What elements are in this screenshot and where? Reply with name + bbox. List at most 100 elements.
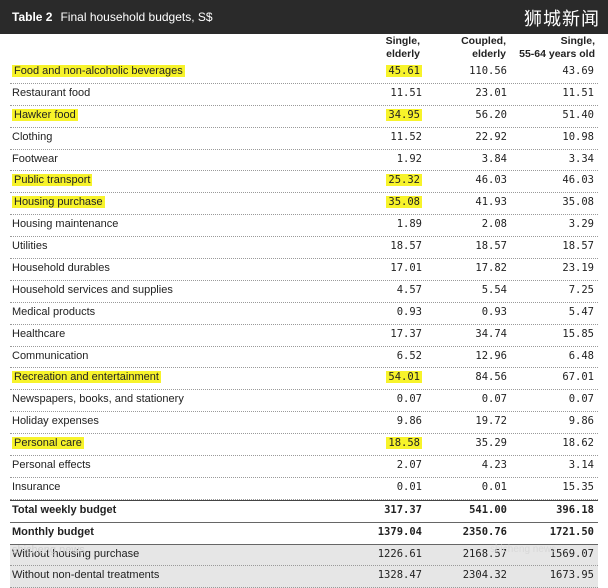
table-number: Table 2 [12,10,53,24]
value-coupled-elderly: 18.57 [475,240,507,253]
table-row: Newspapers, books, and stationery 0.07 0.0… [10,390,598,413]
row-label: Personal care [12,437,84,450]
total-label: Monthly budget [12,525,94,538]
footer-watermark: shicheng news [12,544,85,556]
total-label: Without non-dental treatments [12,569,160,582]
table-row: Household services and supplies 4.57 5.54 7… [10,281,598,303]
total-single-55-64: 1673.95 [549,569,594,582]
table-row: Insurance 0.01 0.01 15.35 [10,478,598,500]
value-single-55-64: 5.47 [568,305,594,318]
value-coupled-elderly: 17.82 [475,262,507,275]
value-single-55-64: 35.08 [562,196,594,209]
table-title-bar: Table 2 Final household budgets, S$ 狮城新闻 [0,0,608,34]
total-label: Total weekly budget [12,503,117,516]
table-row: Recreation and entertainment 54.01 84.56 67… [10,368,598,391]
value-single-elderly: 18.57 [390,240,422,253]
row-label: Housing maintenance [12,218,119,231]
total-row: Without non-dental treatments 1328.47 2304… [10,566,598,588]
value-single-elderly: 34.95 [386,108,422,121]
table-row: Household durables 17.01 17.82 23.19 [10,259,598,281]
value-single-elderly: 45.61 [386,65,422,77]
value-single-55-64: 23.19 [562,262,594,275]
value-coupled-elderly: 3.84 [481,152,507,165]
value-single-elderly: 2.07 [396,459,422,472]
total-coupled-elderly: 2350.76 [462,525,507,538]
table-row: Housing maintenance 1.89 2.08 3.29 [10,215,598,238]
row-label: Food and non-alcoholic beverages [12,65,185,77]
value-single-55-64: 3.34 [568,152,594,165]
row-label: Holiday expenses [12,415,99,428]
watermark-logo: 狮城新闻 [524,9,600,30]
table-row: Holiday expenses 9.86 19.72 9.86 [10,412,598,435]
value-coupled-elderly: 0.93 [481,305,507,318]
total-label: Without housing purchase [12,547,140,560]
value-coupled-elderly: 35.29 [475,437,507,450]
value-coupled-elderly: 19.72 [475,415,507,428]
value-single-55-64: 43.69 [562,65,594,77]
value-coupled-elderly: 0.01 [481,480,507,493]
table-row: Housing purchase 35.08 41.93 35.08 [10,193,598,216]
table-row: Public transport 25.32 46.03 46.03 [10,171,598,194]
value-single-elderly: 6.52 [396,349,422,362]
row-label: Restaurant food [12,86,91,99]
row-label: Housing purchase [12,196,105,209]
value-single-55-64: 11.51 [562,86,594,99]
table-row: Communication 6.52 12.96 6.48 [10,347,598,369]
value-single-elderly: 11.52 [390,130,422,143]
column-header-single-55-64: Single, 55-64 years old [519,35,595,60]
value-single-55-64: 46.03 [562,174,594,187]
value-single-55-64: 3.29 [568,218,594,231]
table-row: Healthcare 17.37 34.74 15.85 [10,325,598,347]
value-single-55-64: 15.85 [562,327,594,340]
total-row: Monthly budget 1379.04 2350.76 1721.50 [10,523,598,545]
total-single-55-64: 1569.07 [549,547,594,560]
column-header-single-elderly: Single, elderly [385,35,420,60]
value-coupled-elderly: 5.54 [481,283,507,296]
value-single-elderly: 0.01 [396,480,422,493]
budget-table: Food and non-alcoholic beverages 45.61 110… [10,62,598,588]
table-row: Clothing 11.52 22.92 10.98 [10,128,598,150]
value-single-elderly: 54.01 [386,371,422,384]
row-label: Healthcare [12,327,66,340]
value-single-55-64: 0.07 [568,393,594,406]
table-title: Final household budgets, S$ [60,10,213,24]
total-single-elderly: 1379.04 [377,525,422,538]
value-single-elderly: 0.07 [396,393,422,406]
value-single-55-64: 18.57 [562,240,594,253]
total-row: Total weekly budget 317.37 541.00 396.18 [10,499,598,523]
value-single-elderly: 4.57 [396,283,422,296]
value-single-55-64: 51.40 [562,108,594,121]
value-coupled-elderly: 12.96 [475,349,507,362]
value-coupled-elderly: 46.03 [475,174,507,187]
value-single-55-64: 7.25 [568,283,594,296]
value-single-55-64: 15.35 [562,480,594,493]
value-single-elderly: 17.01 [390,262,422,275]
column-header-coupled-elderly: Coupled, elderly [461,35,506,60]
table-row: Personal effects 2.07 4.23 3.14 [10,456,598,478]
value-coupled-elderly: 2.08 [481,218,507,231]
value-single-55-64: 67.01 [562,371,594,384]
value-single-55-64: 18.62 [562,437,594,450]
value-single-elderly: 18.58 [386,437,422,450]
row-label: Household services and supplies [12,283,173,296]
row-label: Public transport [12,174,93,187]
value-coupled-elderly: 56.20 [475,108,507,121]
value-single-elderly: 0.93 [396,305,422,318]
row-label: Footwear [12,152,58,165]
row-label: Newspapers, books, and stationery [12,393,184,406]
value-single-55-64: 6.48 [568,349,594,362]
value-coupled-elderly: 0.07 [481,393,507,406]
value-coupled-elderly: 4.23 [481,459,507,472]
table-row: Footwear 1.92 3.84 3.34 [10,150,598,172]
total-coupled-elderly: 2304.32 [462,569,507,582]
footer-watermark-right: shicheng news [490,544,557,555]
row-label: Hawker food [12,108,78,121]
value-coupled-elderly: 23.01 [475,86,507,99]
total-coupled-elderly: 541.00 [469,503,507,516]
row-label: Household durables [12,262,110,275]
value-coupled-elderly: 84.56 [475,371,507,384]
value-single-55-64: 10.98 [562,130,594,143]
total-single-elderly: 1328.47 [377,569,422,582]
value-single-elderly: 25.32 [386,174,422,187]
table-row: Restaurant food 11.51 23.01 11.51 [10,84,598,106]
